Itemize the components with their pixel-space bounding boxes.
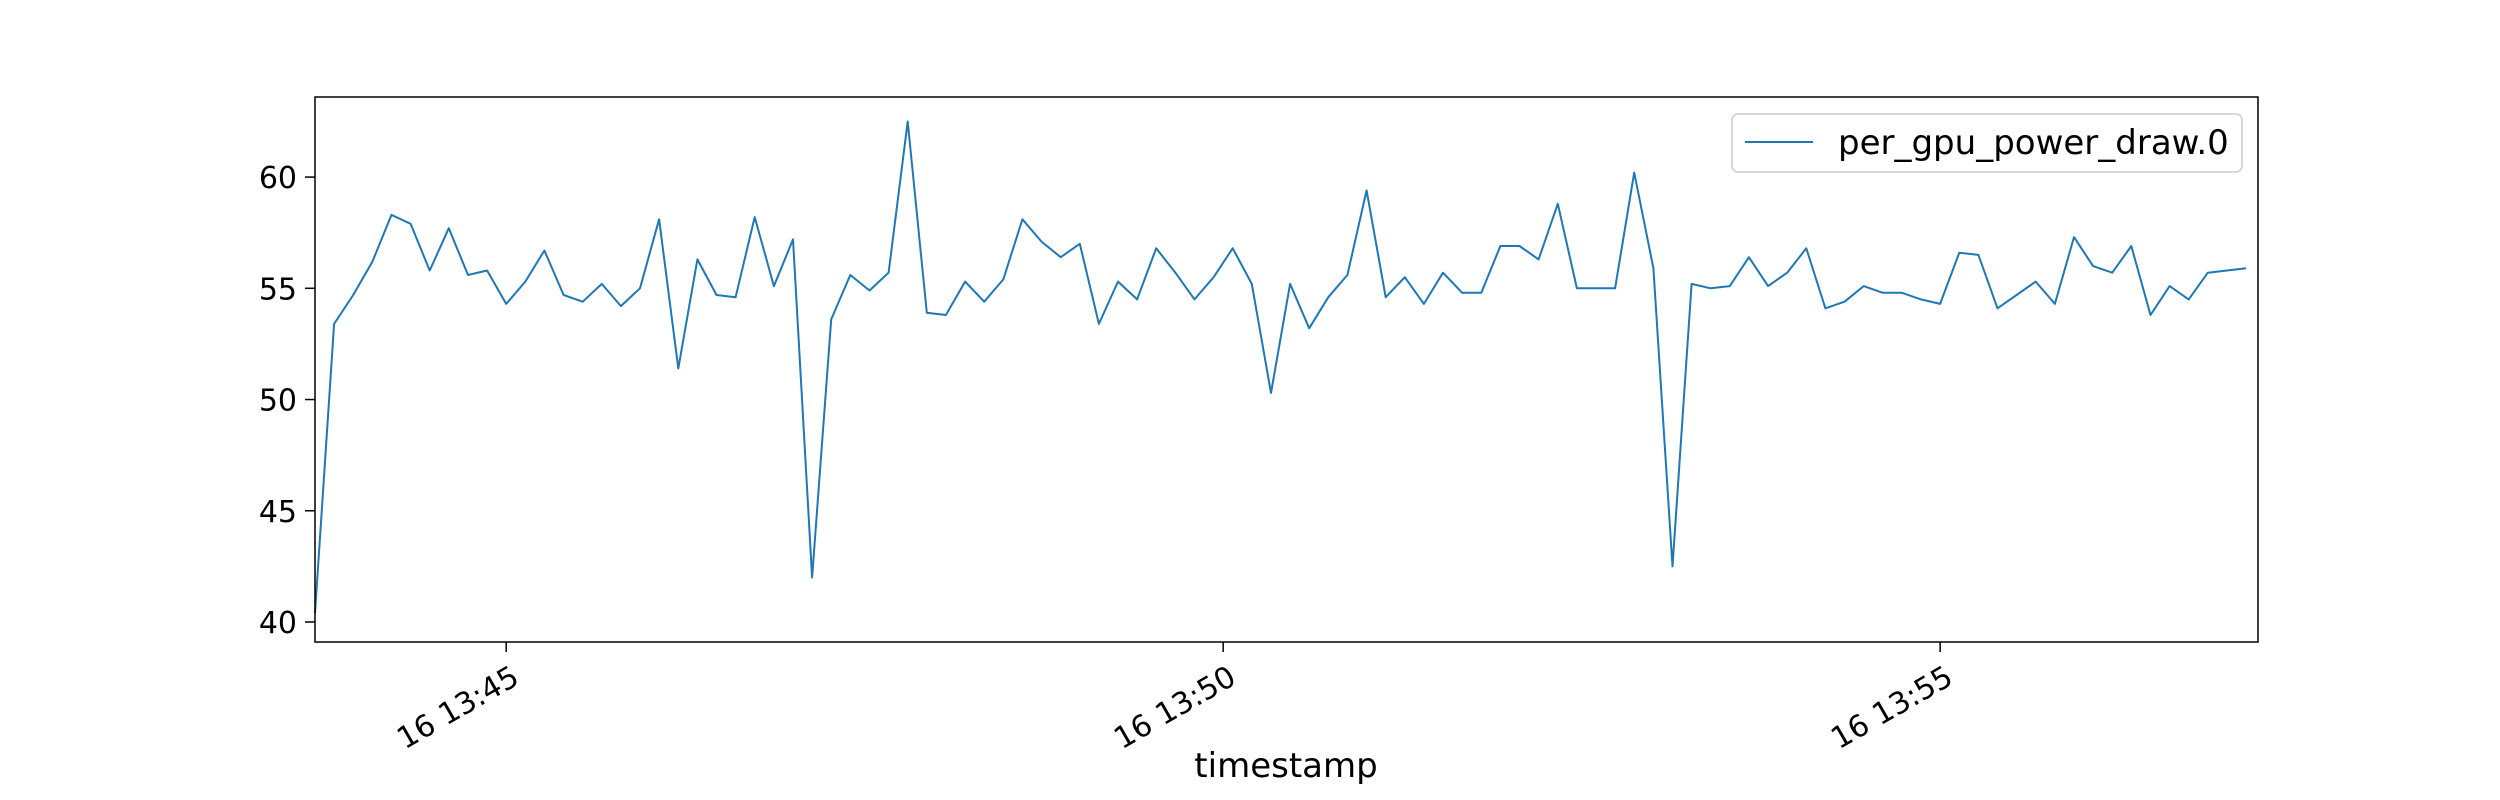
plot-area-frame (314, 96, 2259, 643)
series-line-per-gpu-power-draw-0 (314, 120, 2247, 614)
y-tick-label: 45 (259, 495, 297, 530)
y-tick-label: 50 (259, 384, 297, 419)
x-axis-label: timestamp (1194, 746, 1377, 786)
legend: per_gpu_power_draw.0 (1731, 113, 2243, 173)
y-axis-ticks: 40 45 50 55 60 (259, 161, 315, 641)
y-tick-label: 60 (259, 161, 297, 196)
y-tick-label: 55 (259, 272, 297, 307)
legend-label: per_gpu_power_draw.0 (1838, 123, 2229, 163)
legend-box (1731, 113, 2243, 173)
y-tick-label: 40 (259, 606, 297, 641)
